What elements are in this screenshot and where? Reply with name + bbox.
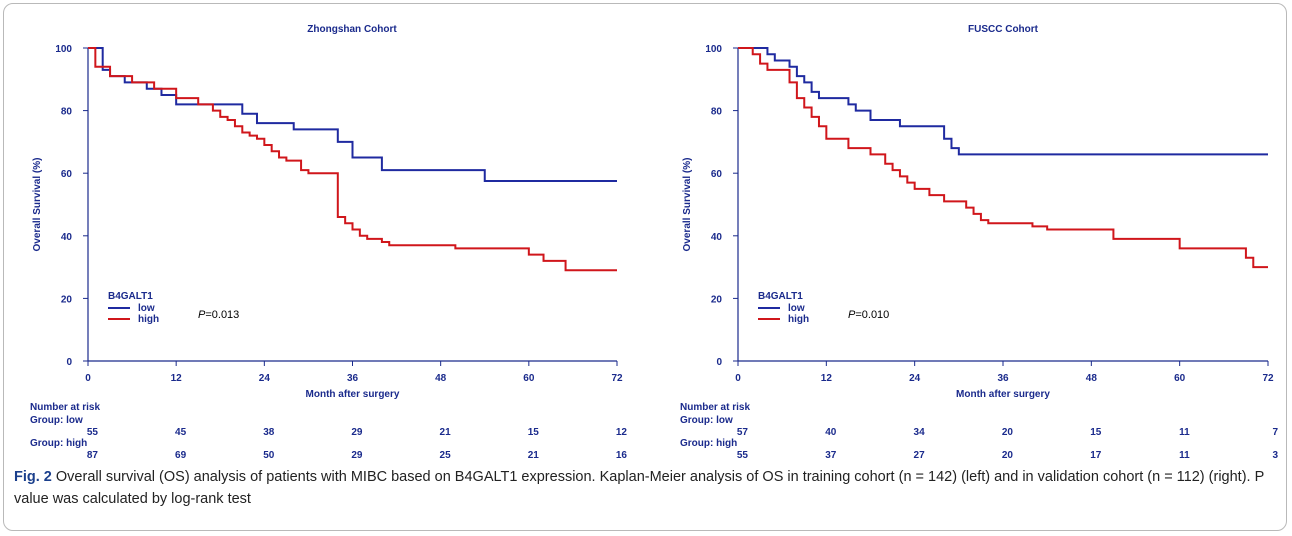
chart2-y-tick-label: 100 [705,44,722,55]
chart2-risk-group-label: Group: high [680,438,737,449]
chart1-x-tick-label: 24 [259,373,271,384]
chart2-risk-value: 55 [737,450,749,461]
chart2-title: FUSCC Cohort [968,24,1039,35]
chart2-p-value-symbol: P [848,309,856,321]
chart2-risk-value: 20 [1002,450,1014,461]
figure-frame [3,3,1287,531]
chart1-x-tick-label: 72 [611,373,623,384]
chart2-risk-value: 40 [825,427,837,438]
chart1-title: Zhongshan Cohort [307,24,397,35]
chart2-risk-value: 3 [1272,450,1278,461]
chart2-series-low [738,47,1268,156]
chart2-risk-value: 11 [1179,427,1190,438]
chart1-y-axis-label: Overall Survival (%) [32,158,43,252]
chart1-x-axis-label: Month after surgery [306,389,400,400]
chart1-risk-value: 21 [440,427,452,438]
chart2-legend-label-high: high [788,314,809,325]
chart1-risk-value: 55 [87,427,99,438]
chart1-x-tick-label: 48 [435,373,447,384]
chart2-x-tick-label: 48 [1086,373,1098,384]
chart1-series-high [88,47,617,272]
chart2-p-value: P=0.010 [848,309,889,321]
chart1-risk-value: 69 [175,450,187,461]
chart2-legend-label-low: low [788,303,805,314]
chart1-y-tick-label: 80 [61,107,73,118]
chart2-y-tick-label: 40 [711,232,723,243]
chart2-risk-value: 27 [914,450,926,461]
chart1-p-value: P=0.013 [198,309,239,321]
chart1-risk-value: 25 [440,450,452,461]
chart1-x-tick-label: 0 [85,373,91,384]
chart1-legend-title: B4GALT1 [108,291,153,302]
chart1-risk-value: 50 [263,450,275,461]
chart2-risk-heading: Number at risk [680,402,750,413]
caption-text: Overall survival (OS) analysis of patien… [14,469,1264,507]
chart1-x-tick-label: 60 [523,373,535,384]
chart1-x-tick-label: 12 [171,373,183,384]
chart1-risk-value: 15 [528,427,540,438]
chart2-x-tick-label: 60 [1174,373,1186,384]
chart1-risk-value: 45 [175,427,187,438]
figure-caption: Fig. 2 Overall survival (OS) analysis of… [14,466,1276,510]
chart1-risk-value: 21 [528,450,540,461]
chart2-x-tick-label: 72 [1262,373,1274,384]
chart2-risk-value: 11 [1179,450,1190,461]
chart1-risk-value: 12 [616,427,628,438]
chart2-risk-value: 34 [914,427,926,438]
chart2-x-tick-label: 36 [997,373,1009,384]
chart1-y-tick-label: 60 [61,169,73,180]
chart2-legend-title: B4GALT1 [758,291,803,302]
chart1-y-tick-label: 40 [61,232,73,243]
chart1-y-tick-label: 100 [55,44,72,55]
chart1-p-value-symbol: P [198,309,206,321]
chart1-legend-label-low: low [138,303,155,314]
chart2-y-tick-label: 20 [711,294,723,305]
chart2-series-high [738,47,1268,269]
chart2-x-tick-label: 12 [821,373,833,384]
chart2-risk-value: 37 [825,450,837,461]
chart1-risk-value: 87 [87,450,99,461]
chart1-p-value-number: =0.013 [205,309,239,321]
chart2-x-tick-label: 24 [909,373,921,384]
chart2-risk-value: 20 [1002,427,1014,438]
chart1-y-tick-label: 0 [66,357,72,368]
chart1-risk-value: 38 [263,427,275,438]
chart2-y-tick-label: 0 [716,357,722,368]
chart1-risk-value: 29 [351,427,363,438]
chart1-risk-value: 29 [351,450,363,461]
chart2-p-value-number: =0.010 [855,309,889,321]
chart1-risk-group-label: Group: low [30,415,83,426]
chart2-y-tick-label: 60 [711,169,723,180]
chart2-risk-value: 17 [1090,450,1102,461]
chart1-series-low [88,47,617,183]
chart2-x-tick-label: 0 [735,373,741,384]
chart1-risk-value: 16 [616,450,628,461]
chart2-risk-group-label: Group: low [680,415,733,426]
chart2-y-axis-label: Overall Survival (%) [682,158,693,252]
figure-label: Fig. 2 [14,469,52,485]
chart2-risk-value: 57 [737,427,749,438]
chart2-y-tick-label: 80 [711,107,723,118]
chart2-risk-value: 7 [1272,427,1278,438]
chart2-x-axis-label: Month after surgery [956,389,1050,400]
chart1-x-tick-label: 36 [347,373,359,384]
chart1-risk-heading: Number at risk [30,402,100,413]
chart1-legend-label-high: high [138,314,159,325]
chart1-risk-group-label: Group: high [30,438,87,449]
chart2-risk-value: 15 [1090,427,1102,438]
chart1-y-tick-label: 20 [61,294,73,305]
